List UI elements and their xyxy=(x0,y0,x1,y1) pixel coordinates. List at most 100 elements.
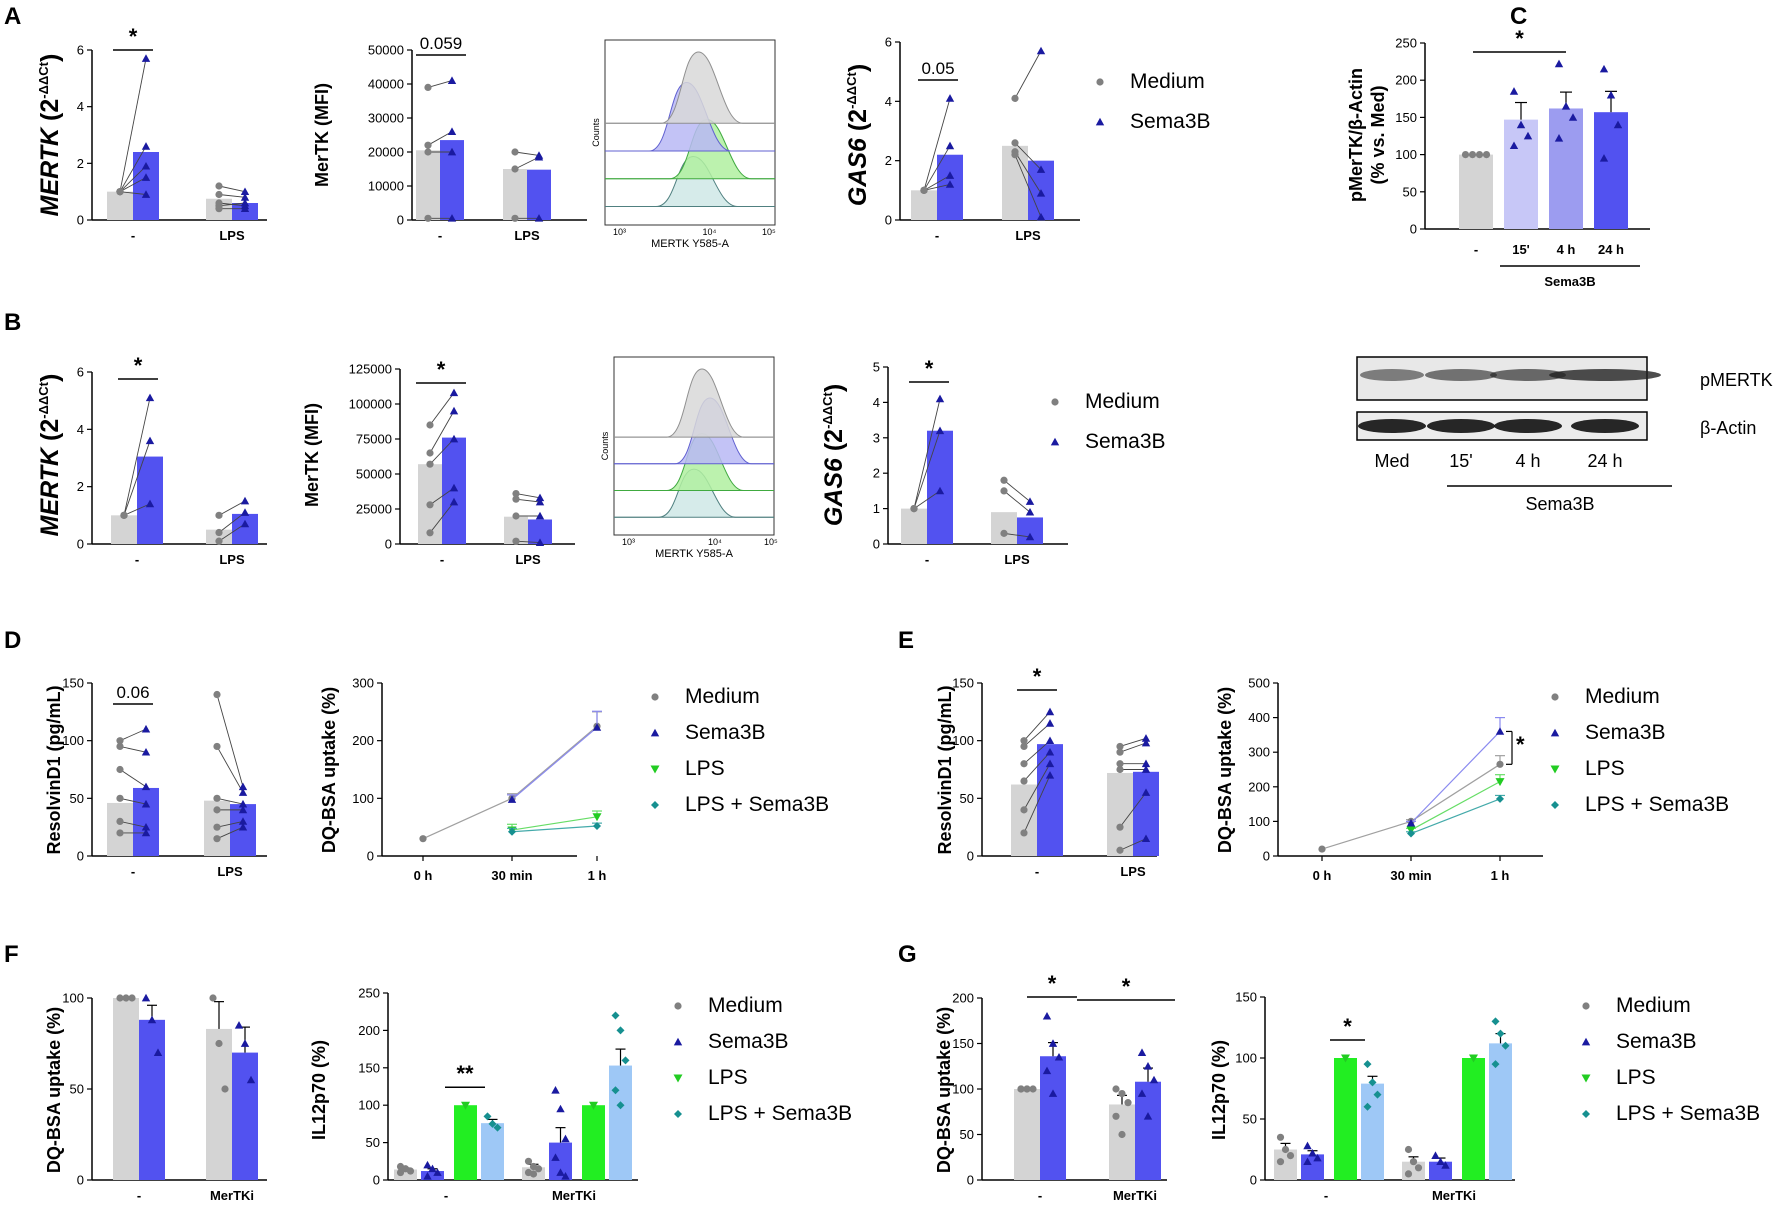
chart-F2-point-lps-sema3b xyxy=(616,1026,625,1035)
chart-C-ylabel2: (% vs. Med) xyxy=(1368,85,1388,184)
chart-G2-sig-text: * xyxy=(1343,1014,1352,1039)
chart-F2-xtick-label: MerTKi xyxy=(552,1188,596,1203)
chart-A2-xtick-label: LPS xyxy=(514,228,540,243)
chart-G1-point-medium xyxy=(1029,1085,1037,1093)
chart-A3-pair-line xyxy=(1014,154,1042,218)
chart-A1-point-medium xyxy=(116,188,124,196)
legend-f-label: LPS + Sema3B xyxy=(708,1102,852,1125)
chart-E1-pair-line xyxy=(1023,775,1051,834)
chart-E1-pair-line xyxy=(1119,737,1147,747)
chart-E2-xtick-label: 30 min xyxy=(1390,868,1431,883)
chart-A3-ytick-label: 4 xyxy=(885,94,892,109)
chart-B3-ytick-label: 5 xyxy=(873,360,880,375)
flow-panel-b-xtick: 10⁴ xyxy=(708,537,722,547)
chart-B1-point-sema3b xyxy=(240,496,250,505)
legend-d-label: Medium xyxy=(685,685,760,708)
legend-f: Medium Sema3B LPS LPS + Sema3B xyxy=(673,994,852,1125)
chart-D1-point-sema3b xyxy=(141,799,151,808)
chart-D2-ytick-label: 100 xyxy=(352,791,374,806)
chart-A2-point-sema3b xyxy=(447,214,457,222)
chart-B2-xtick-label: LPS xyxy=(515,552,541,567)
chart-F1-point-sema3b xyxy=(246,1075,256,1084)
chart-G2-point-medium xyxy=(1404,1145,1413,1154)
western-blot-actin-band xyxy=(1494,419,1562,433)
chart-B3-xtick-label: - xyxy=(925,552,929,567)
chart-G1-point-sema3b xyxy=(1143,1112,1153,1120)
chart-E2-point-sema3b xyxy=(1406,818,1416,827)
chart-C-ylabel: pMerTK/β-Actin xyxy=(1346,68,1366,202)
chart-G2-point-medium xyxy=(1404,1170,1413,1178)
chart-F2-point-lps xyxy=(461,1101,470,1110)
chart-F2-bar-sema3b xyxy=(549,1142,572,1180)
western-blot-lane-label: Med xyxy=(1374,451,1409,471)
legend-g-marker-3 xyxy=(1582,1110,1590,1118)
chart-F2-ytick-label: 100 xyxy=(358,1098,380,1113)
legend-f-label: Medium xyxy=(708,994,783,1017)
chart-F2-ytick-label: 150 xyxy=(358,1060,380,1075)
chart-G2-ylabel: IL12p70 (%) xyxy=(1209,1040,1229,1140)
chart-G2-point-lps xyxy=(1341,1054,1350,1063)
legend-b-label: Sema3B xyxy=(1085,430,1166,453)
legend-d-marker-1 xyxy=(650,728,660,737)
chart-A2-point-medium xyxy=(424,214,432,222)
legend-b-label: Medium xyxy=(1085,390,1160,413)
chart-A3-point-medium xyxy=(1011,151,1019,159)
chart-A1-point-sema3b xyxy=(240,193,250,201)
chart-E2-ytick-label: 100 xyxy=(1248,814,1270,829)
chart-E1-point-medium xyxy=(1020,760,1028,768)
chart-F2-point-lps-sema3b xyxy=(493,1123,502,1132)
chart-E1-point-medium xyxy=(1020,829,1028,837)
chart-E2-ytick-label: 300 xyxy=(1248,745,1270,760)
chart-G2-ytick-label: 150 xyxy=(1235,990,1257,1005)
chart-B2-pair-line xyxy=(429,501,455,534)
chart-A1-ylabel-exponent: -ΔΔCt xyxy=(36,61,51,98)
chart-B1-pair-line xyxy=(123,440,151,516)
chart-D1-ytick-label: 50 xyxy=(70,791,84,806)
western-blot-pmertk-band xyxy=(1425,369,1497,381)
chart-C-point xyxy=(1461,151,1470,159)
chart-C-xtick-label: 4 h xyxy=(1557,242,1576,257)
chart-G1-point-medium xyxy=(1124,1099,1132,1107)
legend-d-marker-2 xyxy=(650,765,660,774)
chart-G2-point-lps-sema3b xyxy=(1373,1090,1382,1099)
chart-D1-point-sema3b xyxy=(238,805,248,814)
chart-F1-bar-medium xyxy=(113,998,139,1180)
chart-G2-point-sema3b xyxy=(1308,1148,1317,1157)
chart-A1-xtick-label: - xyxy=(131,228,135,243)
chart-G2-point-lps-sema3b xyxy=(1501,1041,1510,1050)
chart-G1-ytick-label: 200 xyxy=(952,991,974,1006)
chart-F2-point-medium xyxy=(529,1170,538,1178)
chart-G2-bar-lps-sema3b xyxy=(1361,1083,1384,1180)
chart-F2-ytick-label: 250 xyxy=(358,986,380,1001)
western-blot-band-label: pMERTK xyxy=(1700,370,1773,390)
chart-A1: 0 2 4 6 - LPS MERTK (2-ΔΔCt) * xyxy=(36,24,267,243)
chart-B2-point-sema3b xyxy=(535,493,545,502)
chart-A3-pair-line xyxy=(1014,142,1042,170)
flow-panel-b-xtick: 10³ xyxy=(622,537,635,547)
chart-F2-bar-medium xyxy=(394,1169,417,1180)
chart-A3-point-sema3b xyxy=(1036,46,1046,55)
chart-A3-ylabel-gene: GAS6 xyxy=(844,131,872,206)
chart-G2-point-medium xyxy=(1414,1164,1423,1172)
chart-D2-point-medium xyxy=(419,835,427,843)
legend-a-label: Sema3B xyxy=(1130,110,1211,133)
chart-F2-bar-lps-sema3b xyxy=(609,1065,632,1180)
legend-g-label: LPS + Sema3B xyxy=(1616,1102,1760,1125)
chart-A3-xtick-label: LPS xyxy=(1015,228,1041,243)
chart-B3-pair-line xyxy=(1003,490,1031,513)
chart-A3-point-medium xyxy=(920,186,928,194)
chart-E2-xtick-label: 1 h xyxy=(1491,868,1510,883)
chart-A1-ylabel-gene: MERTK xyxy=(36,121,64,216)
chart-G1-bar-sema3b xyxy=(1040,1056,1066,1180)
chart-F1-point-medium xyxy=(122,994,130,1002)
chart-E1-point-medium xyxy=(1020,777,1028,785)
chart-F2-point-lps-sema3b xyxy=(616,1101,625,1110)
chart-B3-sig-text: * xyxy=(925,356,934,381)
flow-panel-b-xtick: 10⁵ xyxy=(764,537,778,547)
chart-D1-pair-line xyxy=(216,797,244,805)
western-blot-pmertk-band xyxy=(1549,369,1661,381)
chart-D2-xtick-label: 1 h xyxy=(588,868,607,883)
chart-C-ytick-label: 250 xyxy=(1395,36,1417,51)
panel-letter-E: E xyxy=(898,627,914,654)
chart-B2-pair-line xyxy=(429,392,455,426)
